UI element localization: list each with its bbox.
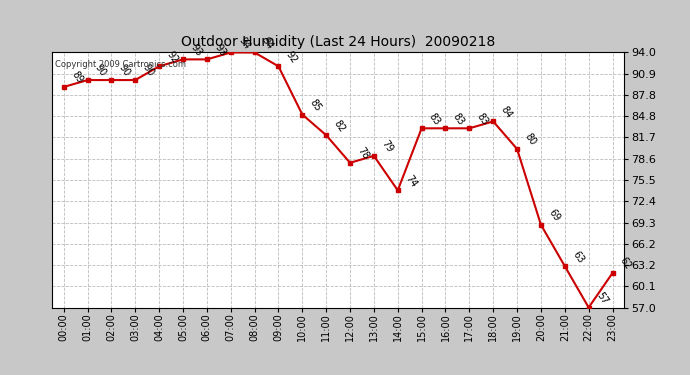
Title: Outdoor Humidity (Last 24 Hours)  20090218: Outdoor Humidity (Last 24 Hours) 2009021… — [181, 34, 495, 48]
Text: 90: 90 — [93, 63, 108, 79]
Text: 57: 57 — [594, 290, 609, 306]
Text: 94: 94 — [236, 35, 251, 51]
Text: 93: 93 — [188, 42, 204, 58]
Text: 79: 79 — [380, 139, 395, 154]
Text: 92: 92 — [284, 49, 299, 65]
Text: 62: 62 — [618, 256, 633, 272]
Text: 78: 78 — [355, 146, 371, 161]
Text: 69: 69 — [546, 208, 562, 224]
Text: 84: 84 — [499, 104, 514, 120]
Text: 83: 83 — [475, 111, 490, 127]
Text: 94: 94 — [260, 35, 275, 51]
Text: 92: 92 — [165, 49, 180, 65]
Text: 93: 93 — [213, 42, 228, 58]
Text: 82: 82 — [332, 118, 347, 134]
Text: 89: 89 — [69, 70, 84, 86]
Text: 63: 63 — [571, 249, 586, 265]
Text: Copyright 2009 Cartronics.com: Copyright 2009 Cartronics.com — [55, 60, 186, 69]
Text: 85: 85 — [308, 97, 323, 113]
Text: 90: 90 — [117, 63, 132, 79]
Text: 90: 90 — [141, 63, 156, 79]
Text: 74: 74 — [404, 173, 419, 189]
Text: 83: 83 — [427, 111, 442, 127]
Text: 80: 80 — [522, 132, 538, 148]
Text: 83: 83 — [451, 111, 466, 127]
